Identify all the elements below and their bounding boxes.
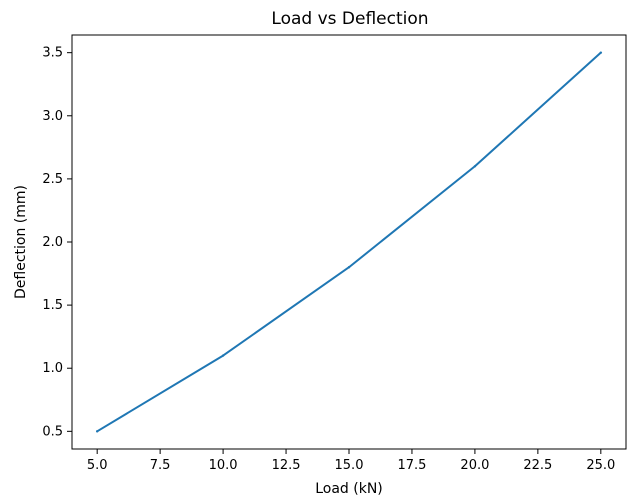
y-tick-label: 1.5 xyxy=(42,298,63,313)
x-axis: 5.0 7.5 10.0 12.5 15.0 17.5 20.0 22.5 25.0 xyxy=(87,449,615,473)
x-tick-label: 25.0 xyxy=(586,458,615,473)
x-tick-label: 20.0 xyxy=(460,458,489,473)
x-tick-label: 22.5 xyxy=(523,458,552,473)
chart-title: Load vs Deflection xyxy=(271,9,428,29)
y-tick-label: 1.0 xyxy=(42,361,63,376)
y-tick-label: 3.5 xyxy=(42,46,63,61)
data-point xyxy=(95,430,99,433)
y-tick-label: 3.0 xyxy=(42,109,63,124)
x-tick-label: 10.0 xyxy=(209,458,238,473)
x-tick-label: 7.5 xyxy=(150,458,171,473)
data-point xyxy=(347,266,351,269)
data-point xyxy=(599,51,603,54)
y-tick-label: 2.5 xyxy=(42,172,63,187)
x-tick-label: 12.5 xyxy=(272,458,301,473)
x-tick-label: 15.0 xyxy=(335,458,364,473)
x-tick-label: 17.5 xyxy=(397,458,426,473)
x-axis-label: Load (kN) xyxy=(315,481,383,497)
data-point xyxy=(473,165,477,168)
y-tick-label: 2.0 xyxy=(42,235,63,250)
x-tick-label: 5.0 xyxy=(87,458,108,473)
data-point xyxy=(221,354,225,357)
y-axis: 0.5 1.0 1.5 2.0 2.5 3.0 3.5 xyxy=(42,46,72,439)
y-tick-label: 0.5 xyxy=(42,424,63,439)
y-axis-label: Deflection (mm) xyxy=(13,185,29,299)
series-layer xyxy=(95,51,603,433)
